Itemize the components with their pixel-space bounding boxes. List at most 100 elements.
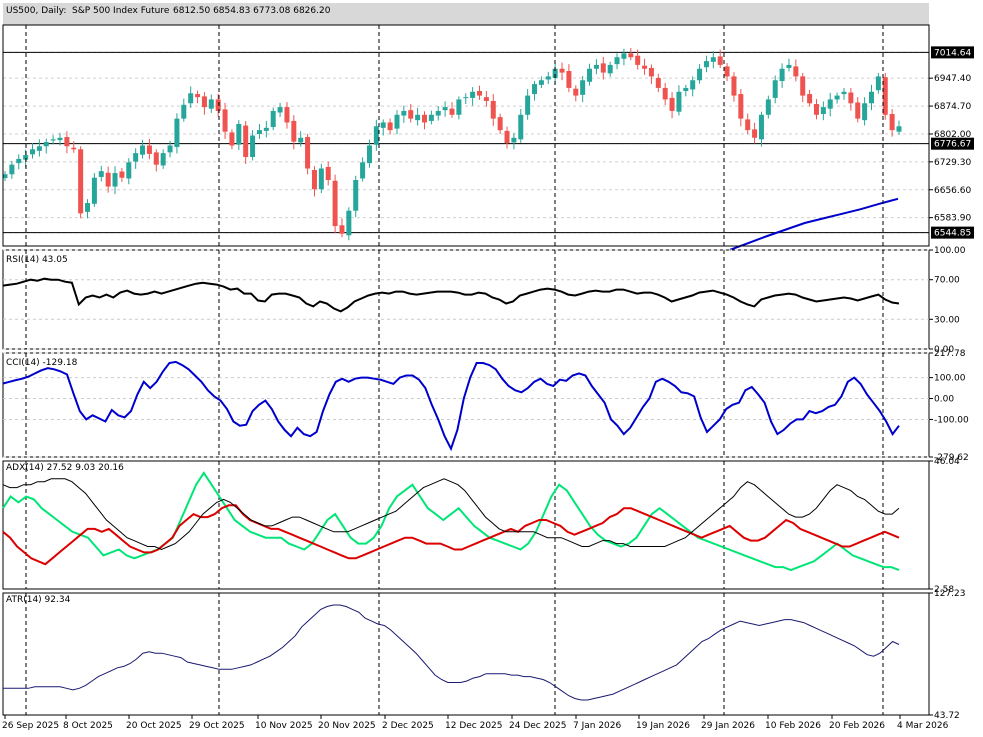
- bearish-candle[interactable]: [483, 97, 489, 101]
- bullish-candle[interactable]: [862, 103, 868, 121]
- moving-average-line[interactable]: [729, 197, 899, 251]
- bullish-candle[interactable]: [786, 64, 792, 68]
- bearish-candle[interactable]: [490, 100, 496, 119]
- adx-panel[interactable]: ADX(14) 27.52 9.03 20.16: [6, 463, 124, 473]
- bullish-candle[interactable]: [133, 153, 139, 162]
- bearish-candle[interactable]: [882, 77, 888, 115]
- bullish-candle[interactable]: [593, 64, 599, 69]
- bearish-candle[interactable]: [215, 99, 221, 111]
- bearish-candle[interactable]: [655, 77, 661, 88]
- bullish-candle[interactable]: [697, 68, 703, 81]
- bearish-candle[interactable]: [64, 137, 70, 147]
- bullish-candle[interactable]: [820, 107, 826, 115]
- bearish-candle[interactable]: [731, 76, 737, 96]
- bullish-candle[interactable]: [463, 97, 469, 99]
- bullish-candle[interactable]: [181, 104, 187, 119]
- bullish-candle[interactable]: [43, 142, 49, 147]
- bullish-candle[interactable]: [841, 91, 847, 95]
- bullish-candle[interactable]: [380, 122, 386, 128]
- atr-line[interactable]: [3, 604, 900, 701]
- bullish-candle[interactable]: [250, 135, 256, 157]
- bullish-candle[interactable]: [140, 145, 146, 155]
- bullish-candle[interactable]: [236, 123, 242, 145]
- bullish-candle[interactable]: [765, 99, 771, 115]
- bearish-candle[interactable]: [628, 53, 634, 58]
- bearish-candle[interactable]: [449, 108, 455, 115]
- bullish-candle[interactable]: [758, 114, 764, 140]
- bearish-candle[interactable]: [642, 65, 648, 69]
- bullish-candle[interactable]: [346, 210, 352, 236]
- bearish-candle[interactable]: [71, 147, 77, 150]
- bullish-candle[interactable]: [270, 110, 276, 128]
- bearish-candle[interactable]: [387, 122, 393, 131]
- bearish-candle[interactable]: [848, 92, 854, 104]
- bearish-candle[interactable]: [573, 88, 579, 96]
- bearish-candle[interactable]: [889, 114, 895, 131]
- bullish-candle[interactable]: [23, 155, 29, 160]
- bullish-candle[interactable]: [318, 168, 324, 190]
- bullish-candle[interactable]: [353, 180, 359, 211]
- bearish-candle[interactable]: [153, 152, 159, 165]
- bullish-candle[interactable]: [360, 162, 366, 179]
- bearish-candle[interactable]: [724, 66, 730, 77]
- bearish-candle[interactable]: [332, 180, 338, 227]
- bullish-candle[interactable]: [98, 171, 104, 177]
- bearish-candle[interactable]: [78, 149, 84, 214]
- bullish-candle[interactable]: [827, 99, 833, 109]
- bullish-candle[interactable]: [394, 114, 400, 129]
- bearish-candle[interactable]: [325, 166, 331, 181]
- bullish-candle[interactable]: [277, 107, 283, 113]
- bearish-candle[interactable]: [662, 87, 668, 100]
- bullish-candle[interactable]: [621, 53, 627, 59]
- bullish-candle[interactable]: [690, 80, 696, 90]
- bullish-candle[interactable]: [30, 149, 36, 155]
- cci-panel[interactable]: CCI(14) -129.18: [6, 358, 78, 368]
- bearish-candle[interactable]: [222, 109, 228, 132]
- bullish-candle[interactable]: [126, 162, 132, 179]
- bearish-candle[interactable]: [339, 225, 345, 234]
- bullish-candle[interactable]: [772, 80, 778, 98]
- bullish-candle[interactable]: [415, 114, 421, 121]
- bullish-candle[interactable]: [57, 137, 63, 141]
- bearish-candle[interactable]: [738, 94, 744, 119]
- bearish-candle[interactable]: [793, 66, 799, 77]
- bearish-candle[interactable]: [119, 171, 125, 178]
- bearish-candle[interactable]: [305, 137, 311, 169]
- bullish-candle[interactable]: [91, 177, 97, 204]
- bearish-candle[interactable]: [504, 130, 510, 144]
- bearish-candle[interactable]: [648, 67, 654, 77]
- bullish-candle[interactable]: [208, 99, 214, 109]
- bearish-candle[interactable]: [284, 107, 290, 123]
- bullish-candle[interactable]: [174, 118, 180, 148]
- bullish-candle[interactable]: [263, 127, 269, 131]
- rsi-panel[interactable]: RSI(14) 43.05: [6, 255, 68, 265]
- bullish-candle[interactable]: [85, 203, 91, 212]
- cci-line[interactable]: [2, 360, 900, 452]
- bearish-candle[interactable]: [752, 129, 758, 138]
- bullish-candle[interactable]: [188, 93, 194, 104]
- bullish-candle[interactable]: [373, 126, 379, 145]
- bearish-candle[interactable]: [201, 96, 207, 108]
- bullish-candle[interactable]: [538, 80, 544, 85]
- bullish-candle[interactable]: [587, 68, 593, 82]
- bearish-candle[interactable]: [195, 94, 201, 98]
- bullish-candle[interactable]: [525, 95, 531, 115]
- bullish-candle[interactable]: [456, 99, 462, 115]
- bullish-candle[interactable]: [834, 95, 840, 100]
- bullish-candle[interactable]: [532, 84, 538, 95]
- bearish-candle[interactable]: [669, 97, 675, 111]
- bullish-candle[interactable]: [552, 68, 558, 78]
- bullish-candle[interactable]: [545, 76, 551, 80]
- bearish-candle[interactable]: [800, 76, 806, 96]
- bearish-candle[interactable]: [635, 55, 641, 65]
- bearish-candle[interactable]: [229, 132, 235, 146]
- bullish-candle[interactable]: [160, 153, 166, 166]
- bearish-candle[interactable]: [497, 117, 503, 131]
- bullish-candle[interactable]: [428, 114, 434, 121]
- bullish-candle[interactable]: [703, 61, 709, 68]
- bullish-candle[interactable]: [676, 91, 682, 112]
- bullish-candle[interactable]: [36, 146, 42, 151]
- bullish-candle[interactable]: [710, 57, 716, 62]
- bearish-candle[interactable]: [855, 102, 861, 119]
